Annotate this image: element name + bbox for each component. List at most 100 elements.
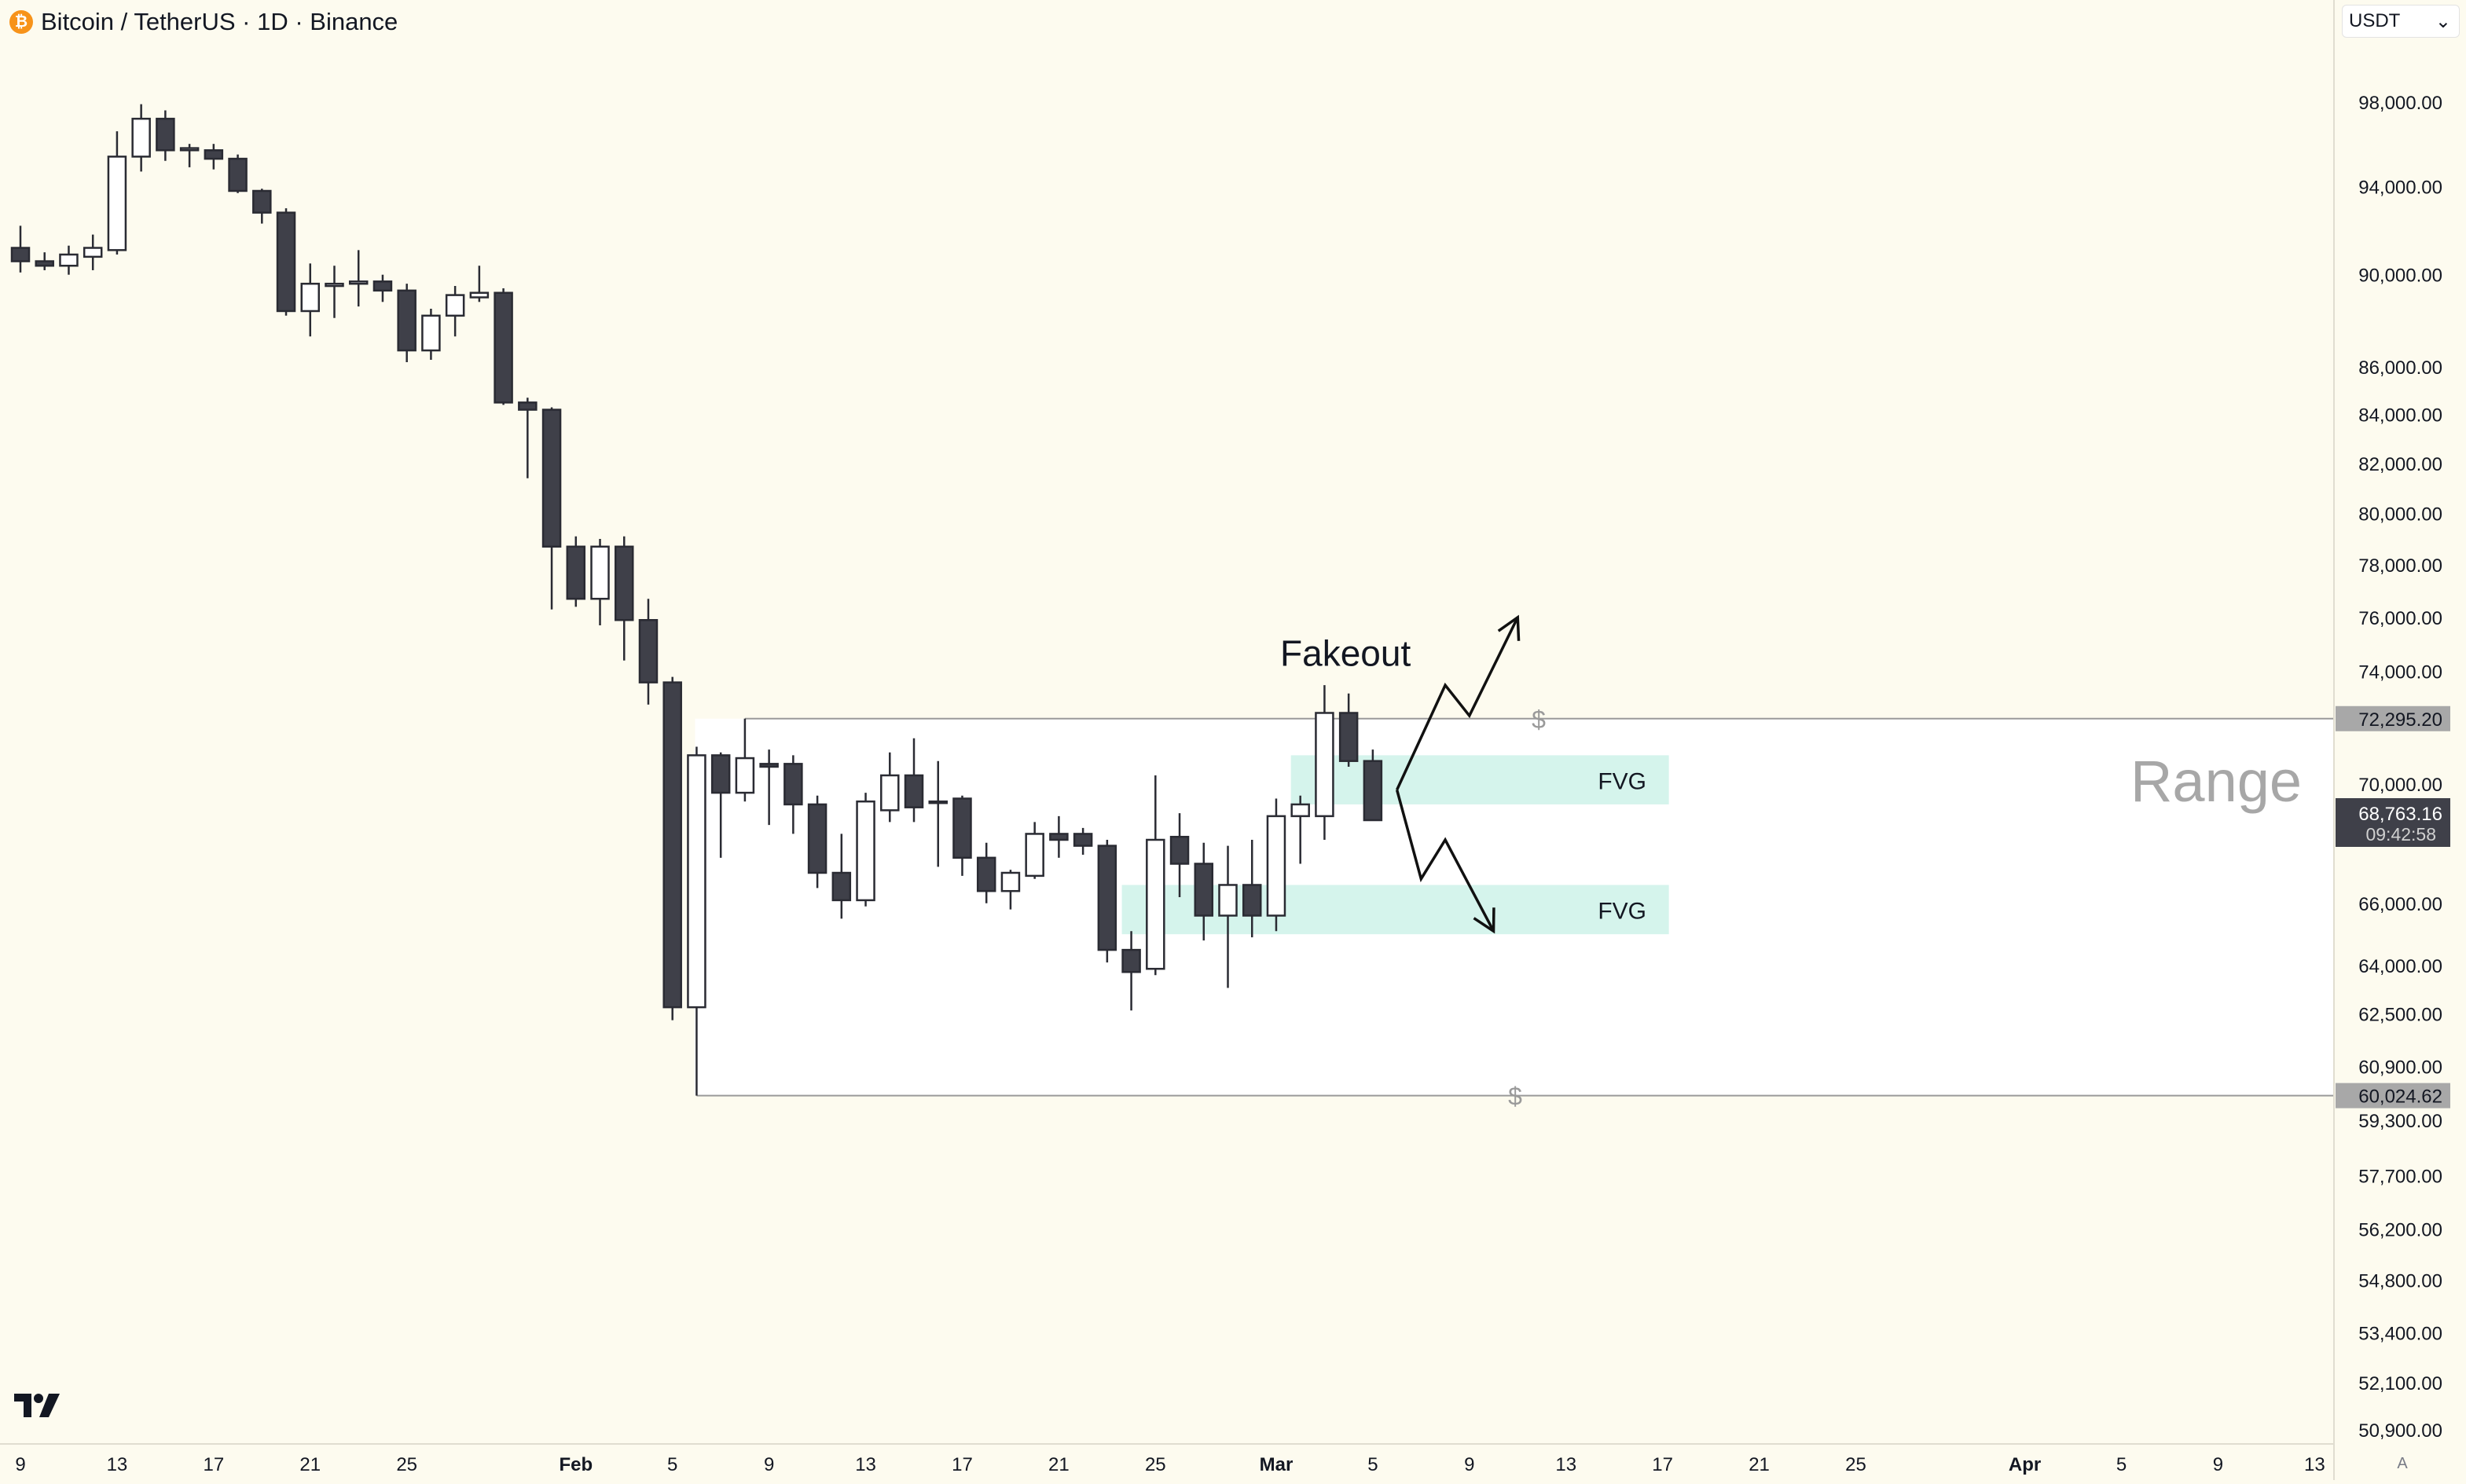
candle-body <box>1000 871 1021 892</box>
y-tick-label: 50,900.00 <box>2358 1420 2442 1442</box>
y-tick-label: 90,000.00 <box>2358 266 2442 287</box>
candle-body <box>710 754 731 794</box>
symbol-title: Bitcoin / TetherUS · 1D · Binance <box>41 8 398 35</box>
y-tick-label: 57,700.00 <box>2358 1167 2442 1188</box>
candle-body <box>904 774 924 808</box>
candle-body <box>228 157 248 192</box>
x-tick-label: 9 <box>764 1454 774 1475</box>
projection-down-arrowhead-icon <box>1473 907 1495 934</box>
candle-body <box>1121 948 1141 973</box>
candle-body <box>10 247 31 262</box>
candle-body <box>759 763 779 768</box>
candle-body <box>1315 712 1334 818</box>
candle-body <box>156 117 175 152</box>
candle-body <box>1363 760 1383 822</box>
x-tick-label: 21 <box>1749 1454 1770 1475</box>
range-low-price-tag <box>2336 1083 2450 1108</box>
current-price-tag <box>2336 798 2450 848</box>
current-price-text: 68,763.16 <box>2358 804 2442 825</box>
x-tick-label: Apr <box>2009 1454 2041 1475</box>
candle-body <box>300 282 321 313</box>
x-tick-label: 17 <box>952 1454 973 1475</box>
countdown-text: 09:42:58 <box>2365 824 2436 845</box>
x-tick-label: 5 <box>2116 1454 2127 1475</box>
candle-body <box>1025 833 1044 878</box>
x-tick-label: 13 <box>107 1454 128 1475</box>
candle-body <box>615 545 634 621</box>
y-tick-label: 86,000.00 <box>2358 357 2442 379</box>
fvg-zone-upper <box>1290 755 1669 804</box>
currency-selector[interactable]: USDT ⌄ <box>2342 5 2460 38</box>
candle-body <box>1266 815 1286 917</box>
y-tick-label: 94,000.00 <box>2358 178 2442 199</box>
projection-down <box>1395 789 1495 933</box>
y-tick-label: 59,300.00 <box>2358 1111 2442 1132</box>
bitcoin-icon: ₿ <box>9 10 33 34</box>
candle-body <box>252 189 272 214</box>
y-tick-label: 53,400.00 <box>2358 1323 2442 1344</box>
candle-body <box>397 289 417 352</box>
candle-body <box>107 156 127 251</box>
y-tick-label: 56,200.00 <box>2358 1219 2442 1240</box>
y-tick-label: 98,000.00 <box>2358 93 2442 114</box>
x-tick-label: 5 <box>1367 1454 1378 1475</box>
tradingview-logo-icon[interactable] <box>14 1392 63 1423</box>
x-tick-label: Mar <box>1260 1454 1294 1475</box>
x-tick-label: Feb <box>559 1454 593 1475</box>
candle-body <box>421 314 441 352</box>
y-tick-label: 74,000.00 <box>2358 662 2442 683</box>
fakeout-label: Fakeout <box>1280 633 1411 674</box>
candle-body <box>952 797 972 859</box>
candle-body <box>1073 833 1093 847</box>
y-tick-label: 78,000.00 <box>2358 555 2442 577</box>
candle-body <box>518 401 538 411</box>
candle-body <box>325 282 344 288</box>
candle-body <box>976 856 996 892</box>
currency-label: USDT <box>2349 10 2401 31</box>
y-tick-label: 54,800.00 <box>2358 1271 2442 1292</box>
candle-body <box>566 545 586 600</box>
candle-body <box>83 247 103 258</box>
y-tick-label: 66,000.00 <box>2358 894 2442 915</box>
projection-up-arrowhead-icon <box>1497 614 1521 641</box>
candle-body <box>1242 884 1262 917</box>
x-tick-label: 17 <box>1652 1454 1673 1475</box>
candle-body <box>928 800 948 804</box>
candle-body <box>1049 833 1069 841</box>
range-label: Range <box>2130 749 2302 814</box>
candle-body <box>276 211 296 313</box>
y-tick-label: 70,000.00 <box>2358 775 2442 796</box>
candle-body <box>807 803 828 874</box>
candle-body <box>1097 845 1117 951</box>
range-low-dollar-icon: $ <box>1508 1083 1522 1111</box>
fvg-label-upper: FVG <box>1598 768 1646 794</box>
candle-body <box>687 754 706 1009</box>
x-tick-label: 25 <box>1145 1454 1166 1475</box>
y-tick-label: 64,000.00 <box>2358 956 2442 977</box>
y-tick-label: 84,000.00 <box>2358 405 2442 427</box>
candle-body <box>662 681 682 1009</box>
candle-body <box>445 294 465 317</box>
range-high-dollar-icon: $ <box>1532 705 1546 734</box>
candle-body <box>541 409 562 548</box>
candle-body <box>179 147 200 152</box>
chevron-down-icon: ⌄ <box>2435 10 2451 32</box>
x-tick-label: 21 <box>299 1454 321 1475</box>
auto-scale-button[interactable]: A <box>2397 1454 2408 1472</box>
y-tick-label: 80,000.00 <box>2358 504 2442 526</box>
x-tick-label: 25 <box>1845 1454 1866 1475</box>
candle-body <box>204 149 224 160</box>
range-high-price-tag <box>2336 705 2450 731</box>
candle-body <box>1194 863 1214 917</box>
candle-body <box>1338 712 1359 762</box>
candle-body <box>880 774 900 812</box>
candle-body <box>856 800 875 902</box>
candle-body <box>494 291 513 404</box>
y-tick-label: 60,900.00 <box>2358 1057 2442 1078</box>
candle-body <box>131 117 151 158</box>
x-tick-label: 25 <box>396 1454 417 1475</box>
symbol-header: ₿ Bitcoin / TetherUS · 1D · Binance <box>9 6 398 38</box>
candle-body <box>35 260 54 267</box>
